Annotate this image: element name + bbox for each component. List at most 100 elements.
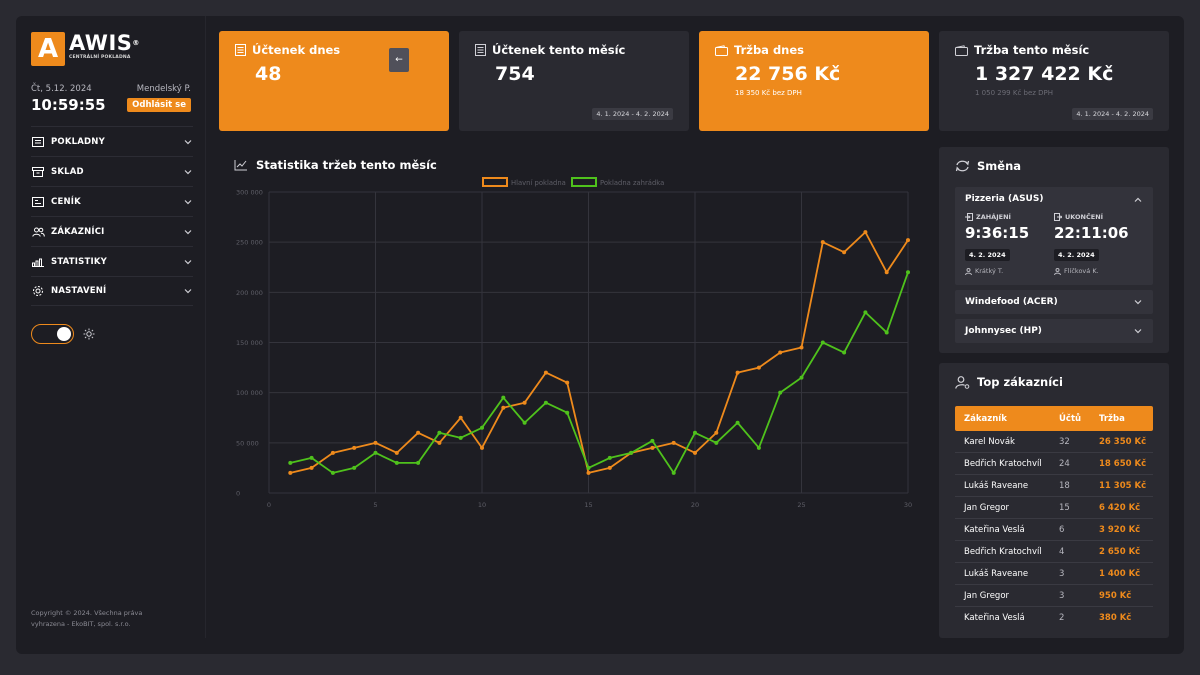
header-revenue[interactable]: Tržba (1099, 413, 1125, 424)
chevron-down-icon (184, 229, 192, 234)
data-point (288, 470, 293, 475)
data-point (820, 240, 825, 245)
customer-receipts: 4 (1059, 546, 1065, 557)
sidebar: A AWIS® CENTRÁLNÍ POKLADNA Čt, 5.12. 202… (16, 16, 206, 638)
data-point (458, 435, 463, 440)
header-name[interactable]: Zákazník (964, 413, 1007, 424)
data-point (352, 445, 357, 450)
customer-name: Bedřich Kratochvíl (964, 546, 1042, 557)
data-point (480, 425, 484, 430)
collapse-sidebar-button[interactable]: ← (389, 48, 409, 72)
y-tick-label: 0 (236, 490, 240, 498)
shift-start-time: 9:36:15 (965, 224, 1030, 242)
data-point (735, 370, 740, 375)
shift-end-date: 4. 2. 2024 (1054, 249, 1099, 261)
logo-registered: ® (132, 39, 140, 47)
table-row[interactable]: Lukáš Raveane 18 11 305 Kč (955, 475, 1153, 497)
copyright-line: vyhrazena - EkoBIT, spol. s.r.o. (31, 620, 131, 628)
data-point (650, 438, 655, 443)
shift-panel-title: Směna (977, 159, 1022, 173)
stat-subvalue: 1 050 299 Kč bez DPH (975, 89, 1054, 97)
menu-label: CENÍK (51, 196, 81, 207)
data-point (394, 460, 399, 465)
menu-item-cenik[interactable]: CENÍK (31, 186, 193, 216)
customer-revenue: 380 Kč (1099, 613, 1132, 623)
customer-revenue: 950 Kč (1099, 590, 1132, 601)
chevron-down-icon (184, 199, 192, 204)
shift-start-date: 4. 2. 2024 (965, 249, 1010, 261)
data-point (607, 465, 612, 470)
menu-item-zakaznici[interactable]: ZÁKAZNÍCI (31, 216, 193, 246)
menu-item-sklad[interactable]: SKLAD (31, 156, 193, 186)
shift-end-user: Flíčková K. (1064, 267, 1099, 275)
customer-revenue: 11 305 Kč (1099, 480, 1147, 491)
table-row[interactable]: Lukáš Raveane 3 1 400 Kč (955, 563, 1153, 585)
data-point (671, 470, 676, 475)
data-point (863, 310, 868, 315)
menu-item-statistiky[interactable]: STATISTIKY (31, 246, 193, 276)
data-point (735, 420, 740, 425)
x-tick-label: 25 (797, 501, 805, 509)
theme-toggle[interactable] (31, 324, 74, 344)
shift-item-windefood[interactable]: Windefood (ACER) (955, 290, 1153, 314)
shift-end: UKONČENÍ 22:11:06 4. 2. 2024 Flíčková K. (1054, 213, 1129, 275)
customer-name: Bedřich Kratochvíl (964, 458, 1042, 469)
table-row[interactable]: Jan Gregor 3 950 Kč (955, 585, 1153, 607)
user-icon (1054, 267, 1061, 275)
customers-table: Zákazník Účtů Tržba Karel Novák 32 26 350 … (955, 406, 1153, 629)
logo-mark: A (31, 32, 65, 66)
stat-value: 754 (495, 63, 535, 85)
menu-label: ZÁKAZNÍCI (51, 226, 105, 237)
customer-receipts: 2 (1059, 613, 1065, 623)
data-point (714, 430, 719, 435)
data-point (629, 450, 634, 455)
chevron-down-icon (184, 169, 192, 174)
table-row[interactable]: Kateřina Veslá 6 3 920 Kč (955, 519, 1153, 541)
header-count[interactable]: Účtů (1059, 413, 1082, 424)
table-row[interactable]: Jan Gregor 15 6 420 Kč (955, 497, 1153, 519)
y-tick-label: 150 000 (236, 339, 263, 347)
table-header: Zákazník Účtů Tržba (955, 406, 1153, 431)
stat-card-revenue-today: Tržba dnes 22 756 Kč 18 350 Kč bez DPH (699, 31, 929, 131)
shift-item-johnnysec[interactable]: Johnnysec (HP) (955, 319, 1153, 343)
logout-button[interactable]: Odhlásit se (127, 98, 191, 112)
sales-line-chart: 0 50 000 100 000 150 000 200 000 250 000 300 0… (236, 177, 912, 509)
refresh-icon (955, 160, 970, 172)
price-tag-icon (31, 195, 45, 209)
date-range-badge: 4. 1. 2024 - 4. 2. 2024 (592, 108, 673, 120)
menu-item-nastaveni[interactable]: NASTAVENÍ (31, 276, 193, 306)
shift-start: ZAHÁJENÍ 9:36:15 4. 2. 2024 Krátký T. (965, 213, 1029, 275)
customer-name: Kateřina Veslá (964, 613, 1025, 623)
table-row[interactable]: Bedřich Kratochvíl 4 2 650 Kč (955, 541, 1153, 563)
chevron-up-icon[interactable] (1133, 195, 1143, 205)
shift-item-open[interactable]: Pizzeria (ASUS) ZAHÁJENÍ 9:36:15 4. 2. 2… (955, 187, 1153, 285)
data-point (693, 450, 697, 455)
table-row[interactable]: Karel Novák 32 26 350 Kč (955, 431, 1153, 453)
logo-name: AWIS (69, 31, 133, 55)
stat-card-receipts-month: Účtenek tento měsíc 754 4. 1. 2024 - 4. … (459, 31, 689, 131)
chevron-down-icon (184, 139, 192, 144)
data-point (650, 445, 655, 450)
stat-title: Tržba dnes (734, 43, 805, 57)
logo[interactable]: A AWIS® CENTRÁLNÍ POKLADNA (31, 32, 140, 66)
customer-receipts: 18 (1059, 480, 1070, 491)
y-tick-label: 50 000 (236, 439, 259, 447)
x-tick-label: 30 (904, 501, 912, 509)
y-tick-label: 200 000 (236, 289, 263, 297)
y-tick-label: 250 000 (236, 239, 263, 247)
customer-revenue: 3 920 Kč (1099, 524, 1141, 535)
customer-receipts: 6 (1059, 524, 1065, 535)
shift-name: Johnnysec (HP) (965, 326, 1042, 336)
shift-name: Windefood (ACER) (965, 297, 1058, 307)
table-row[interactable]: Bedřich Kratochvíl 24 18 650 Kč (955, 453, 1153, 475)
stat-value: 22 756 Kč (735, 63, 841, 85)
menu-label: SKLAD (51, 166, 84, 177)
top-customers-panel: Top zákazníci Zákazník Účtů Tržba Karel … (939, 363, 1169, 638)
customer-receipts: 15 (1059, 502, 1070, 513)
current-date: Čt, 5.12. 2024 (31, 84, 92, 94)
table-row[interactable]: Kateřina Veslá 2 380 Kč (955, 607, 1153, 629)
data-point (543, 370, 548, 375)
stat-title: Účtenek dnes (252, 43, 341, 57)
menu-item-pokladny[interactable]: POKLADNY (31, 126, 193, 156)
data-point (778, 390, 783, 395)
